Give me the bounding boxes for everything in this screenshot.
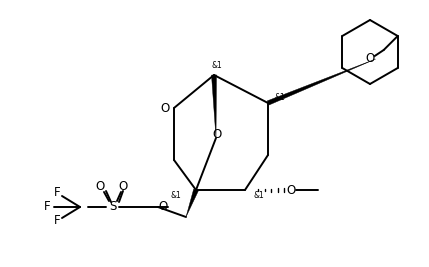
Text: &1: &1 bbox=[171, 190, 181, 199]
Text: O: O bbox=[365, 52, 375, 65]
Polygon shape bbox=[186, 189, 198, 217]
Polygon shape bbox=[211, 75, 217, 138]
Text: O: O bbox=[158, 201, 168, 214]
Text: O: O bbox=[160, 101, 169, 115]
Text: F: F bbox=[44, 201, 50, 214]
Text: O: O bbox=[118, 180, 127, 194]
Text: &1: &1 bbox=[275, 93, 285, 103]
Text: F: F bbox=[54, 187, 60, 199]
Text: O: O bbox=[95, 180, 105, 194]
Text: S: S bbox=[109, 201, 117, 214]
Text: O: O bbox=[287, 183, 296, 197]
Text: &1: &1 bbox=[211, 61, 222, 69]
Text: &1: &1 bbox=[254, 190, 264, 199]
Polygon shape bbox=[267, 59, 376, 105]
Text: O: O bbox=[212, 128, 222, 140]
Text: F: F bbox=[54, 214, 60, 227]
